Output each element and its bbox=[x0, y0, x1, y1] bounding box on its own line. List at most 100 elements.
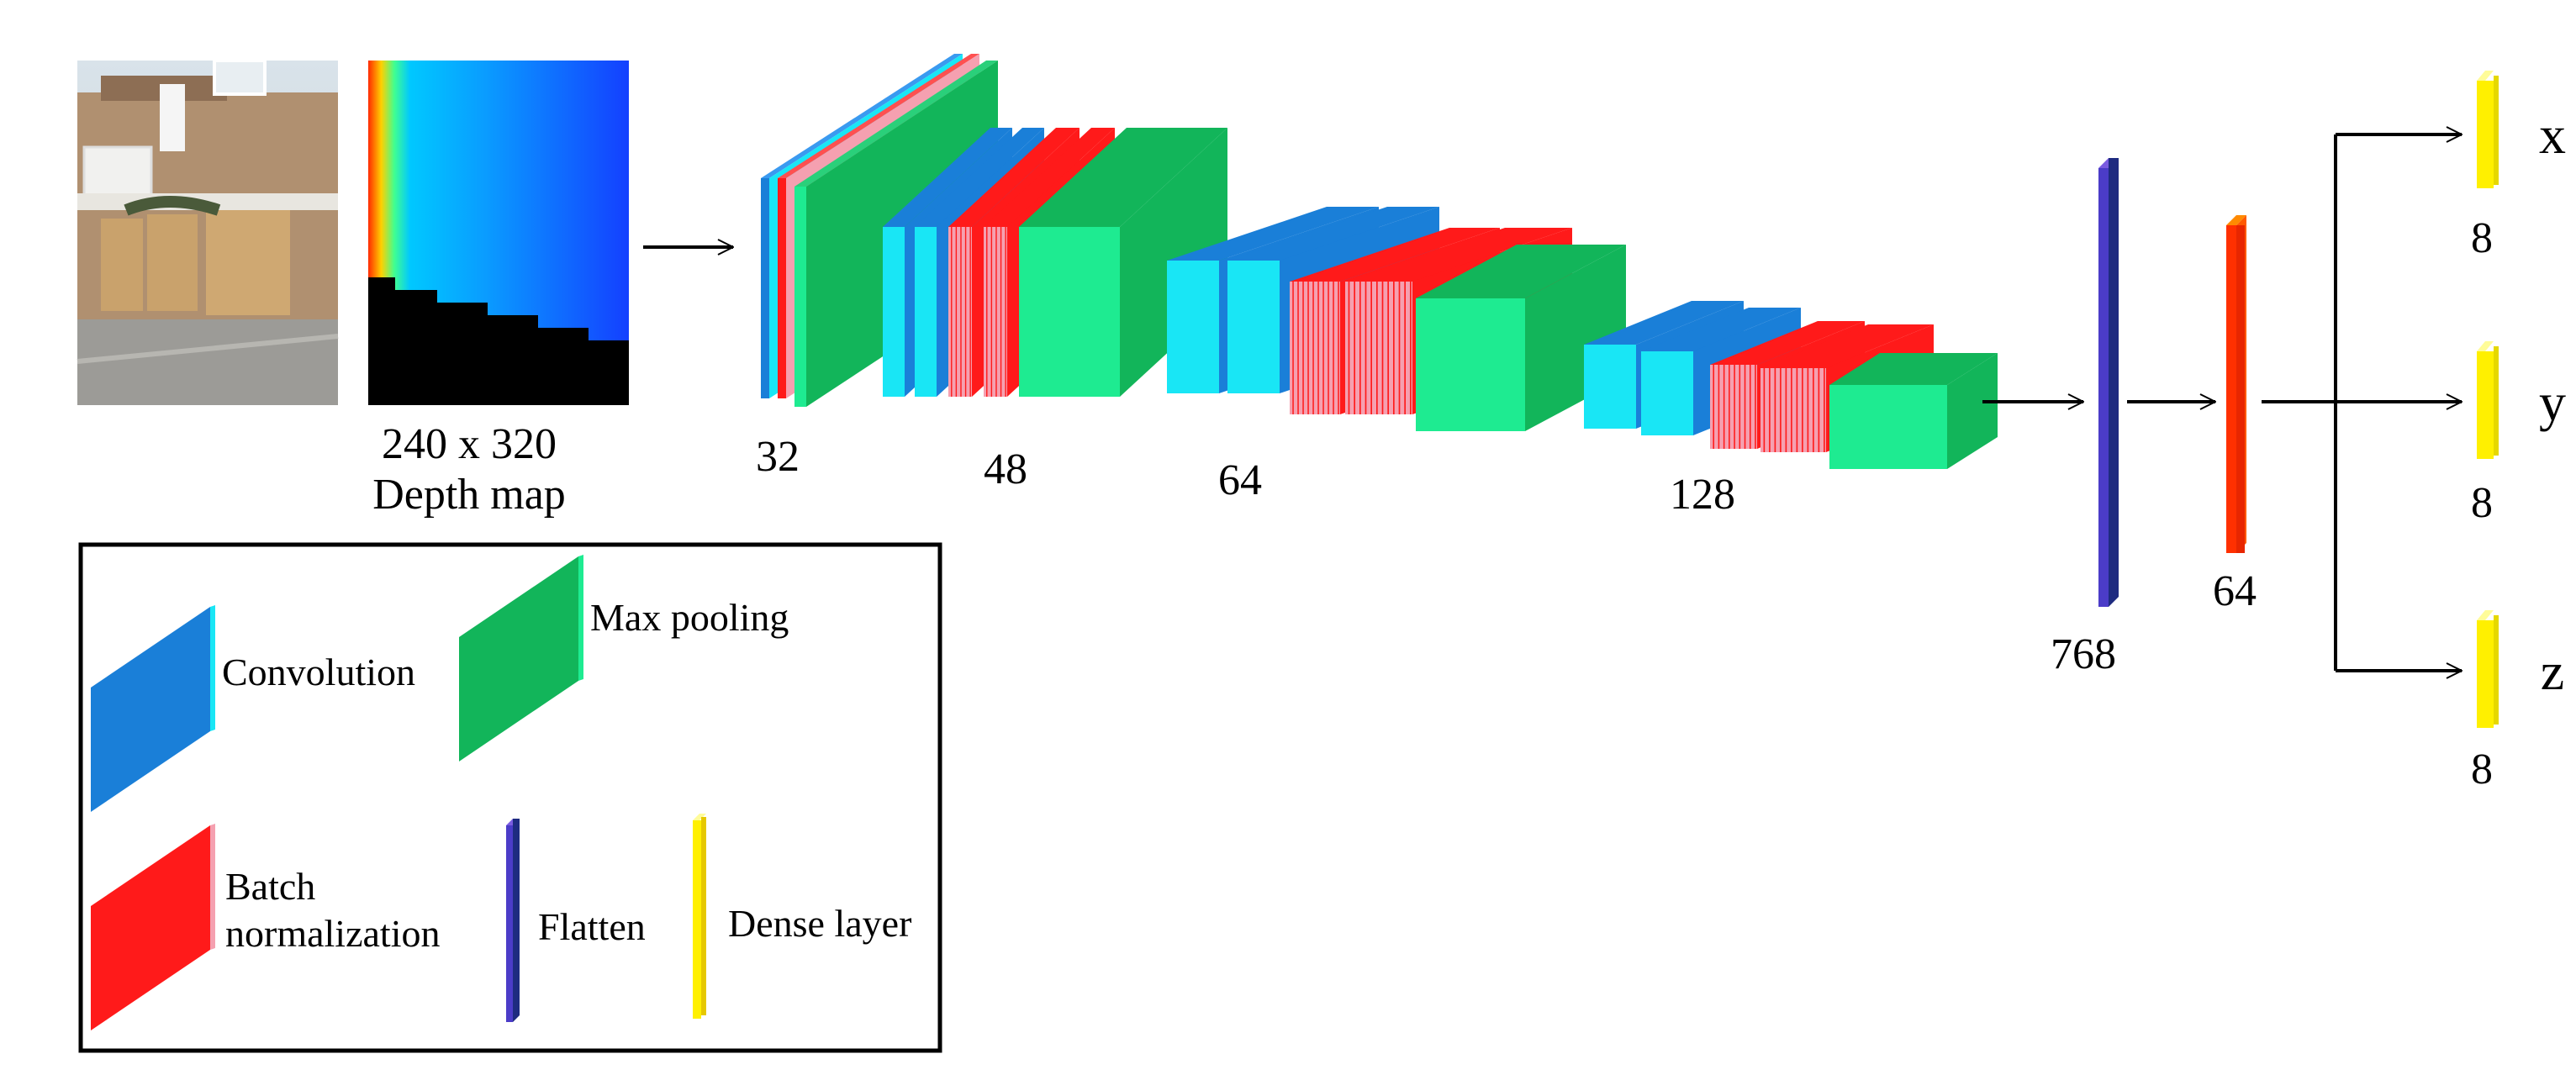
block-1-filters-label: 32 bbox=[756, 433, 800, 481]
legend-batch-norm-label-line2: normalization bbox=[225, 912, 440, 955]
b4-conv2-top bbox=[1641, 308, 1801, 351]
input-size-label: 240 x 320 bbox=[382, 420, 557, 468]
output-y-units: 8 bbox=[2471, 479, 2493, 527]
b2-bn2-stripe bbox=[1000, 227, 1002, 397]
output-layer-y bbox=[2477, 341, 2499, 459]
flatten-layer bbox=[2098, 158, 2119, 607]
b3-bn1-stripe bbox=[1292, 282, 1294, 414]
b1-conv-front bbox=[761, 178, 769, 398]
b2-conv1-top bbox=[883, 128, 1012, 227]
b2-bn2-stripe bbox=[986, 227, 988, 397]
b4-bn1-stripe bbox=[1729, 365, 1730, 449]
b2-bn2-top bbox=[984, 128, 1115, 227]
b4-bn2-stripe bbox=[1774, 368, 1776, 452]
b3-bn2-stripe bbox=[1370, 282, 1372, 414]
b2-bn2-stripe bbox=[990, 227, 993, 397]
b2-bn1-stripe bbox=[964, 227, 967, 397]
b3-bn1-top bbox=[1290, 228, 1500, 282]
b4-bn2-stripe bbox=[1818, 368, 1820, 452]
b4-bn1-stripe bbox=[1734, 365, 1735, 449]
b4-bn2-stripe bbox=[1785, 368, 1787, 452]
b3-bn2-stripe bbox=[1393, 282, 1395, 414]
b3-bn2-stripe bbox=[1381, 282, 1384, 414]
b3-bn1-stripe bbox=[1307, 282, 1309, 414]
b4-bn1-stripe bbox=[1739, 365, 1741, 449]
b3-bn2-stripe bbox=[1348, 282, 1350, 414]
output-z-name: z bbox=[2541, 641, 2564, 701]
b2-bn2-stripe bbox=[995, 227, 997, 397]
b3-bn2-front bbox=[1345, 282, 1412, 414]
b4-bn2-top bbox=[1760, 324, 1934, 368]
b3-bn2-stripe bbox=[1359, 282, 1361, 414]
b3-bn1-front bbox=[1290, 282, 1340, 414]
b3-bn1-stripe bbox=[1312, 282, 1314, 414]
b3-bn1-stripe bbox=[1333, 282, 1334, 414]
b2-pool-top bbox=[1019, 128, 1227, 227]
b3-pool-front bbox=[1416, 298, 1525, 431]
b2-pool-front bbox=[1019, 227, 1120, 397]
legend-dense-label: Dense layer bbox=[728, 902, 911, 945]
b2-conv1-front bbox=[883, 227, 905, 397]
b1-conv-top bbox=[761, 54, 963, 178]
b3-bn2-stripe bbox=[1376, 282, 1378, 414]
b2-bn1-stripe bbox=[951, 227, 953, 397]
depth-map-image bbox=[368, 61, 629, 405]
b4-pool-side bbox=[1947, 353, 1998, 469]
b4-bn1-stripe bbox=[1744, 365, 1746, 449]
b4-bn1-stripe bbox=[1749, 365, 1751, 449]
b2-conv2-front bbox=[915, 227, 937, 397]
b4-conv1-front bbox=[1584, 345, 1636, 429]
b3-conv1-front bbox=[1167, 261, 1219, 393]
b3-bn2-stripe bbox=[1410, 282, 1412, 414]
b2-bn1-stripe bbox=[955, 227, 958, 397]
b3-bn2-stripe bbox=[1365, 282, 1367, 414]
legend-flatten-label: Flatten bbox=[538, 905, 646, 948]
b4-bn1-top bbox=[1710, 321, 1865, 365]
legend-dense-swatch bbox=[693, 814, 706, 1019]
b3-bn1-stripe bbox=[1322, 282, 1324, 414]
b4-bn2-stripe bbox=[1763, 368, 1766, 452]
b3-bn2-stripe bbox=[1387, 282, 1389, 414]
output-z-units: 8 bbox=[2471, 746, 2493, 793]
legend-max-pooling-label: Max pooling bbox=[590, 596, 789, 639]
block-2-filters-label: 48 bbox=[984, 445, 1027, 493]
legend-convolution-label: Convolution bbox=[222, 651, 415, 693]
network-layers bbox=[761, 54, 1998, 469]
legend-max-pooling-swatch bbox=[459, 555, 583, 761]
output-layer-z bbox=[2477, 610, 2499, 728]
b4-bn2-stripe bbox=[1791, 368, 1792, 452]
output-x-name: x bbox=[2539, 105, 2566, 165]
b3-pool-top bbox=[1416, 245, 1626, 298]
b2-bn1-stripe bbox=[960, 227, 962, 397]
b4-conv1-top bbox=[1584, 301, 1744, 345]
block-4-filters-label: 128 bbox=[1670, 471, 1735, 519]
b4-bn1-stripe bbox=[1723, 365, 1725, 449]
b4-bn2-stripe bbox=[1813, 368, 1814, 452]
output-y-name: y bbox=[2539, 372, 2566, 432]
b3-bn2-stripe bbox=[1404, 282, 1406, 414]
b1-bn-front bbox=[778, 178, 786, 398]
legend: Convolution Max pooling Batch normalizat… bbox=[78, 542, 942, 1053]
b1-bn-top bbox=[778, 54, 979, 178]
output-x-units: 8 bbox=[2471, 214, 2493, 262]
b3-bn1-stripe bbox=[1297, 282, 1299, 414]
b3-conv1-top bbox=[1167, 207, 1379, 261]
b4-bn2-front bbox=[1760, 368, 1826, 452]
b4-pool-front bbox=[1829, 385, 1947, 469]
dense-hidden-layer bbox=[2226, 215, 2246, 553]
b3-bn2-stripe bbox=[1398, 282, 1401, 414]
output-branch-arrows bbox=[2262, 134, 2462, 671]
b4-bn2-stripe bbox=[1802, 368, 1803, 452]
b4-pool-top bbox=[1829, 353, 1998, 385]
b4-bn2-stripe bbox=[1824, 368, 1825, 452]
b2-bn2-stripe bbox=[1005, 227, 1006, 397]
b3-bn1-stripe bbox=[1302, 282, 1304, 414]
b3-bn1-stripe bbox=[1328, 282, 1329, 414]
legend-frame bbox=[78, 542, 942, 1053]
b4-bn1-stripe bbox=[1713, 365, 1714, 449]
output-layer-x bbox=[2477, 71, 2499, 188]
dense-hidden-units-label: 64 bbox=[2213, 567, 2257, 615]
b4-conv2-front bbox=[1641, 351, 1693, 435]
b3-bn2-stripe bbox=[1354, 282, 1355, 414]
